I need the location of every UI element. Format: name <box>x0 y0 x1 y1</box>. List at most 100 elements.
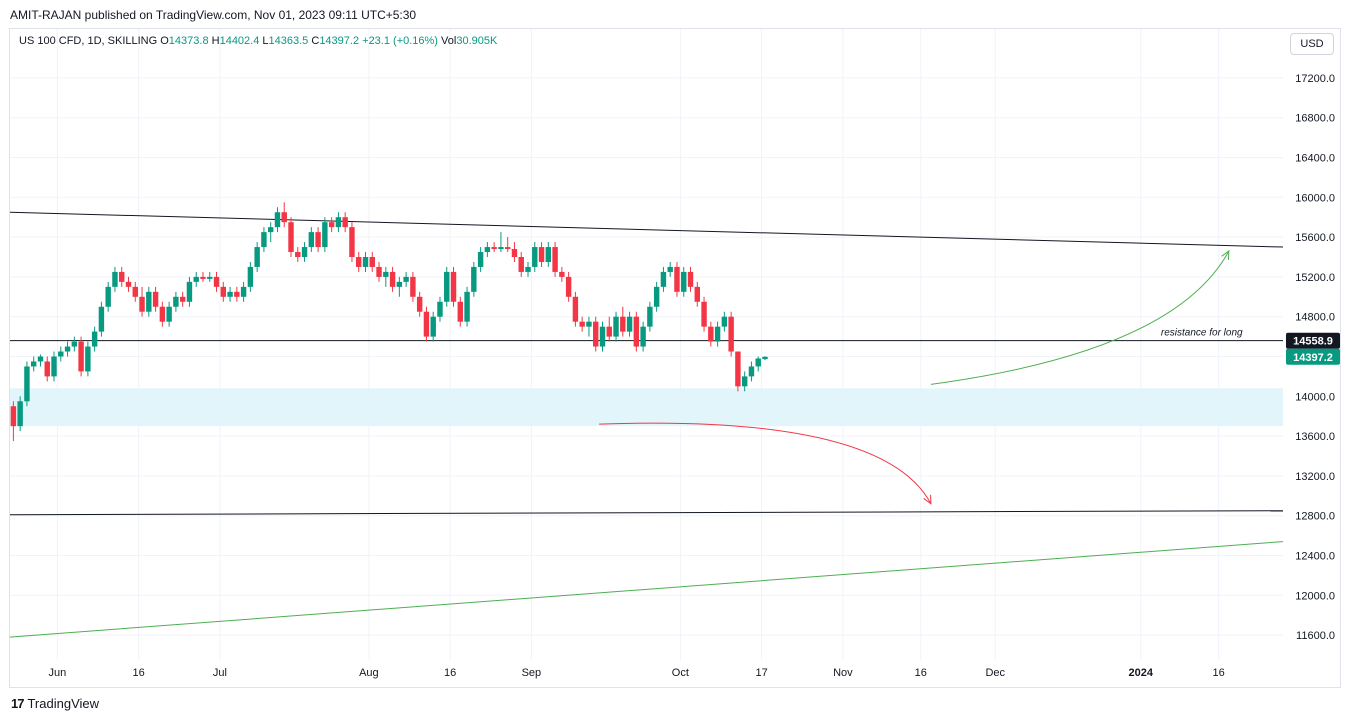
candle <box>267 222 274 243</box>
candle <box>173 291 179 312</box>
volume-label: Vol <box>441 35 457 47</box>
candle-body <box>755 358 761 367</box>
chart-pane[interactable] <box>9 28 1341 688</box>
price-label-bg <box>1286 332 1340 349</box>
candle <box>166 301 172 327</box>
candle-body <box>525 266 531 272</box>
candle <box>383 266 389 287</box>
candle <box>403 271 409 287</box>
candle-body <box>579 321 585 327</box>
candle <box>457 296 463 327</box>
candle <box>498 232 504 253</box>
candle <box>37 354 44 367</box>
candle-body <box>687 271 694 287</box>
candle <box>261 227 267 253</box>
candle-body <box>322 222 328 248</box>
red-arrow <box>599 422 932 504</box>
candle-body <box>457 301 463 322</box>
candle-body <box>511 249 518 257</box>
candle <box>437 296 443 322</box>
candle-body <box>51 356 57 377</box>
candle <box>64 341 71 357</box>
candle <box>660 266 667 292</box>
candle-body <box>58 351 64 357</box>
candle <box>91 326 98 352</box>
candle-body <box>593 321 599 347</box>
candle-body <box>660 271 667 287</box>
candle <box>376 261 382 282</box>
candle-body <box>423 311 430 337</box>
candle <box>728 311 734 357</box>
y-tick-label: 16400.0 <box>1295 153 1335 165</box>
candle-body <box>613 316 619 337</box>
price-label: 14558.9 <box>1293 336 1333 348</box>
candle <box>369 252 375 272</box>
candle-body <box>599 326 606 347</box>
candle-body <box>572 296 579 322</box>
candle-body <box>112 271 118 287</box>
candle-body <box>288 222 294 253</box>
candle-body <box>159 306 166 322</box>
y-tick-label: 14000.0 <box>1295 391 1335 403</box>
candle <box>633 311 640 352</box>
candle-body <box>78 341 84 372</box>
candle-body <box>207 276 213 279</box>
candle-body <box>552 247 558 272</box>
candle-body <box>389 271 396 287</box>
x-tick-label: 17 <box>755 667 767 679</box>
candle-body <box>132 286 138 297</box>
x-tick-label: 16 <box>444 667 456 679</box>
candle-body <box>267 227 274 233</box>
candle <box>518 252 524 277</box>
candle-body <box>10 406 17 427</box>
candle <box>504 237 511 253</box>
candle <box>735 351 741 392</box>
candle-body <box>396 281 403 287</box>
candle-body <box>227 291 233 297</box>
candle-body <box>633 316 640 347</box>
candle <box>85 341 91 377</box>
candle <box>579 316 585 332</box>
candle-body <box>254 247 260 267</box>
candle-body <box>301 247 308 257</box>
candle <box>444 266 450 307</box>
candle-body <box>281 212 287 223</box>
candle <box>701 296 707 332</box>
candle-body <box>213 276 220 287</box>
candle-body <box>37 356 44 362</box>
currency-button[interactable]: USD <box>1290 33 1334 55</box>
candle-body <box>24 366 30 402</box>
candle <box>538 242 545 267</box>
candle <box>328 217 335 233</box>
candle-body <box>430 316 436 337</box>
green-trendline <box>9 541 1284 638</box>
candle-body <box>261 232 267 248</box>
candle-body <box>247 266 254 287</box>
candle <box>362 252 369 272</box>
candle <box>410 271 416 302</box>
tradingview-branding[interactable]: 17 TradingView <box>11 696 99 711</box>
candle <box>240 281 247 302</box>
candle <box>193 271 199 287</box>
candle-body <box>559 271 565 277</box>
candle <box>179 291 186 307</box>
candle <box>586 316 592 337</box>
symbol-label[interactable]: US 100 CFD, 1D, SKILLING <box>19 35 158 47</box>
candle-body <box>200 276 206 279</box>
candle <box>741 371 748 392</box>
candle-body <box>504 247 511 250</box>
candle <box>112 266 118 292</box>
candle <box>315 227 321 253</box>
close-label: C <box>311 35 320 47</box>
candle <box>667 261 673 277</box>
y-tick-label: 17200.0 <box>1295 73 1335 85</box>
candle <box>545 242 552 267</box>
candle <box>565 271 572 302</box>
candle-body <box>98 306 105 332</box>
candle <box>430 311 436 342</box>
open-value: 14373.8 <box>168 35 209 47</box>
candle <box>152 286 159 312</box>
candle <box>207 271 213 282</box>
candle <box>44 356 50 382</box>
